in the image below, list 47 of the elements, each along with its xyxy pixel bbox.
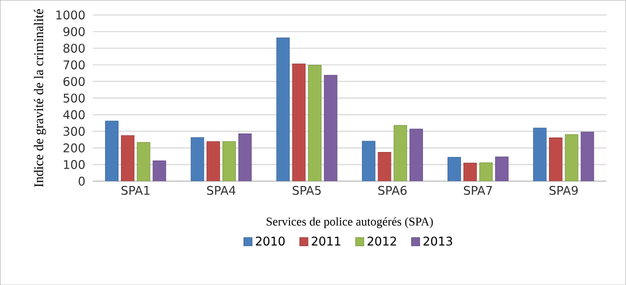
y-tick-label: 700 — [64, 60, 85, 70]
y-tick-label: 500 — [64, 93, 85, 102]
bar — [105, 120, 119, 182]
y-tick-label: 300 — [64, 126, 85, 136]
bar — [238, 133, 252, 182]
bar — [190, 137, 204, 182]
y-tick-label: 100 — [64, 160, 85, 169]
y-tick-label: 400 — [63, 110, 85, 120]
legend-label: 2012 — [368, 236, 396, 246]
y-tick-label: 600 — [64, 76, 85, 86]
bar — [378, 152, 392, 182]
bar — [495, 156, 509, 182]
y-tick-label: 0 — [78, 176, 85, 186]
bar — [463, 162, 477, 182]
bar — [152, 160, 166, 182]
y-axis-title: Indice de gravité de la criminalité — [34, 8, 46, 187]
x-tick-label: SPA7 — [464, 186, 492, 195]
x-tick-label: SPA9 — [550, 186, 578, 195]
y-tick-label: 200 — [64, 143, 85, 152]
bar — [308, 64, 322, 182]
x-tick-label: SPA5 — [292, 186, 321, 195]
bar — [206, 141, 220, 182]
bar — [394, 124, 408, 182]
y-tick-label: 1000 — [56, 10, 85, 20]
bar — [276, 38, 290, 182]
legend-label: 2011 — [312, 236, 340, 246]
legend-label: 2013 — [424, 236, 452, 246]
bar — [292, 63, 306, 182]
bar — [222, 141, 236, 182]
bar — [549, 137, 562, 182]
bar — [580, 132, 594, 182]
bar — [121, 135, 134, 182]
bar — [136, 142, 150, 182]
bar — [362, 140, 376, 182]
x-tick-label: SPA6 — [378, 186, 407, 195]
x-axis-title: Services de police autogérés (SPA) — [266, 217, 433, 228]
y-tick-label: 800 — [63, 44, 85, 53]
y-tick-label: 900 — [63, 26, 85, 36]
bar — [479, 162, 493, 182]
bar — [564, 134, 578, 182]
legend-label: 2010 — [256, 236, 285, 246]
x-tick-label: SPA1 — [122, 186, 150, 195]
bar — [533, 128, 547, 182]
bar — [324, 74, 338, 182]
bar — [448, 156, 461, 182]
bar — [410, 128, 423, 182]
x-tick-label: SPA4 — [207, 186, 236, 195]
